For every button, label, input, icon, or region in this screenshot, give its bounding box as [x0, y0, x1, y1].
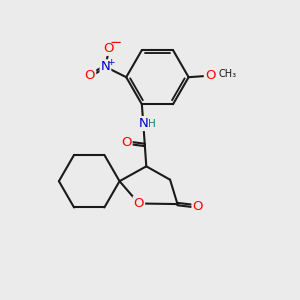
Text: O: O: [85, 69, 95, 82]
Text: H: H: [148, 119, 155, 129]
Text: N: N: [100, 60, 110, 73]
Text: O: O: [205, 69, 215, 82]
Text: N: N: [138, 117, 148, 130]
Text: O: O: [134, 197, 144, 210]
Text: CH₃: CH₃: [218, 69, 236, 79]
Text: O: O: [193, 200, 203, 213]
Text: O: O: [103, 42, 114, 55]
Text: O: O: [121, 136, 132, 149]
Text: −: −: [109, 35, 121, 50]
Text: +: +: [107, 58, 114, 67]
